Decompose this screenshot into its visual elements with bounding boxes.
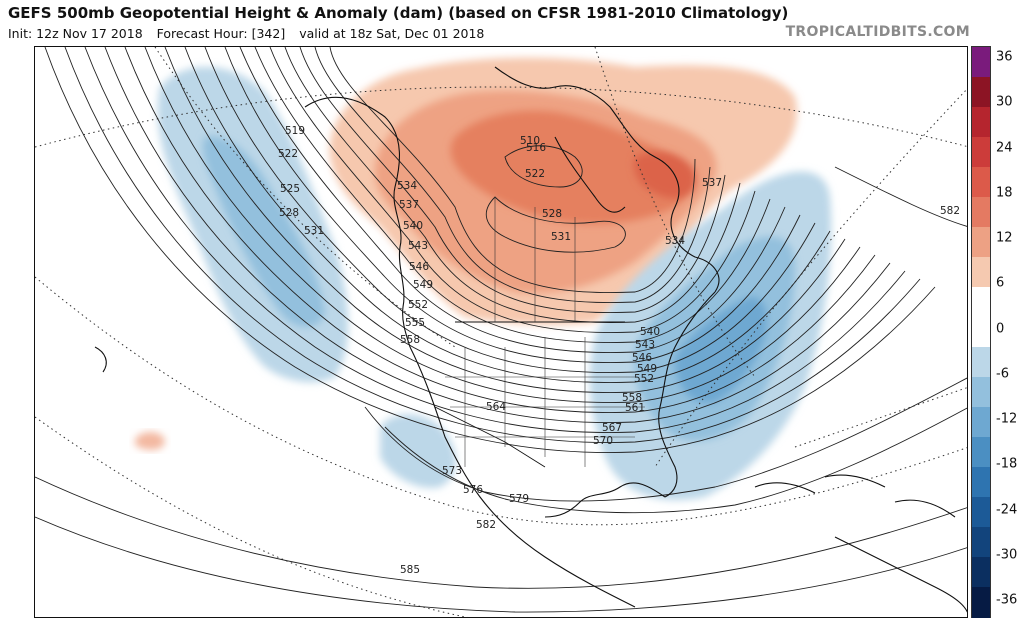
colorbar-cell — [972, 437, 990, 468]
state-borders — [445, 197, 645, 467]
colorbar-cell — [972, 77, 990, 108]
contour-label: 537 — [399, 199, 419, 211]
contour-label: 573 — [442, 465, 462, 477]
colorbar-tick-label: -24 — [996, 502, 1018, 517]
contour-label: 552 — [634, 373, 654, 385]
contour-label: 519 — [285, 125, 305, 137]
coastlines — [94, 66, 967, 613]
contour-label: 540 — [640, 326, 660, 338]
contour-label: 549 — [413, 279, 433, 291]
valid-time: valid at 18z Sat, Dec 01 2018 — [299, 26, 485, 41]
contour-label: 579 — [509, 493, 529, 505]
colorbar-cell — [972, 107, 990, 138]
colorbar-tick-label: 0 — [996, 321, 1005, 336]
colorbar-cell — [972, 377, 990, 408]
contour-label: 570 — [593, 435, 613, 447]
colorbar-cell — [972, 527, 990, 558]
colorbar-cell — [972, 497, 990, 528]
map-canvas: 5195225255285315345375405435465495525555… — [35, 47, 967, 617]
colorbar-tick-label: 12 — [996, 230, 1013, 246]
colorbar-tick-label: -30 — [996, 547, 1018, 563]
colorbar-cell — [972, 467, 990, 498]
anomaly-colorbar — [971, 46, 991, 618]
colorbar-tick-label: 24 — [996, 140, 1013, 155]
contour-label: 531 — [304, 225, 324, 237]
contour-label: 549 — [637, 363, 657, 375]
contour-label: 552 — [408, 299, 428, 311]
colorbar-cell — [972, 47, 990, 78]
colorbar-cell — [972, 257, 990, 288]
contour-label: 534 — [397, 180, 417, 192]
contour-label: 510 — [520, 135, 540, 147]
positive-anomaly-region — [135, 57, 797, 450]
contour-label: 537 — [702, 177, 722, 189]
init-time: Init: 12z Nov 17 2018 — [8, 26, 143, 41]
contour-label: 546 — [409, 261, 429, 273]
contour-label: 522 — [278, 148, 298, 160]
contour-label: 582 — [476, 519, 496, 531]
colorbar-tick-label: -12 — [996, 411, 1018, 427]
contour-label: 558 — [400, 334, 420, 346]
colorbar-cell — [972, 557, 990, 588]
colorbar-tick-label: -18 — [996, 456, 1018, 472]
contour-label: 534 — [665, 235, 685, 247]
contour-label: 582 — [940, 205, 960, 217]
contour-label: 543 — [635, 339, 655, 351]
contour-label: 528 — [542, 208, 562, 220]
colorbar-cell — [972, 317, 990, 348]
colorbar-cell — [972, 407, 990, 438]
contour-label: 522 — [525, 168, 545, 180]
forecast-hour: Forecast Hour: [342] — [156, 26, 286, 41]
colorbar-tick-label: 36 — [996, 49, 1013, 65]
map-title: GEFS 500mb Geopotential Height & Anomaly… — [8, 4, 789, 22]
contour-label: 528 — [279, 207, 299, 219]
colorbar-tick-label: -6 — [996, 366, 1009, 382]
colorbar-cell — [972, 587, 990, 618]
contour-label: 546 — [632, 352, 652, 364]
contour-label: 576 — [463, 484, 483, 496]
graticule — [35, 47, 967, 617]
contour-label: 564 — [486, 401, 506, 413]
colorbar-cell — [972, 137, 990, 168]
colorbar-cell — [972, 347, 990, 378]
colorbar-cell — [972, 197, 990, 228]
contour-label: 543 — [408, 240, 428, 252]
contour-label: 531 — [551, 231, 571, 243]
weather-map: 519 522 525 528 531 534 537 540 543 546 549 552 555 5… — [34, 46, 968, 618]
brand-watermark: TROPICALTIDBITS.COM — [785, 24, 970, 40]
contour-label: 555 — [405, 317, 425, 329]
contour-label: 525 — [280, 183, 300, 195]
colorbar-tick-label: -36 — [996, 592, 1018, 608]
contour-label: 540 — [403, 220, 423, 232]
colorbar-tick-label: 18 — [996, 185, 1013, 201]
contour-label: 558 — [622, 392, 642, 404]
contour-labels: 5195225255285315345375405435465495525555… — [278, 125, 960, 576]
contour-label: 516 — [526, 142, 546, 154]
colorbar-cell — [972, 287, 990, 318]
contour-label: 567 — [602, 422, 622, 434]
contour-label: 561 — [625, 402, 645, 414]
contour-label: 585 — [400, 564, 420, 576]
colorbar-tick-label: 6 — [996, 275, 1005, 291]
map-subtitle: Init: 12z Nov 17 2018 Forecast Hour: [34… — [8, 26, 494, 41]
colorbar-cell — [972, 167, 990, 198]
colorbar-tick-label: 30 — [996, 94, 1013, 110]
colorbar-cell — [972, 227, 990, 258]
